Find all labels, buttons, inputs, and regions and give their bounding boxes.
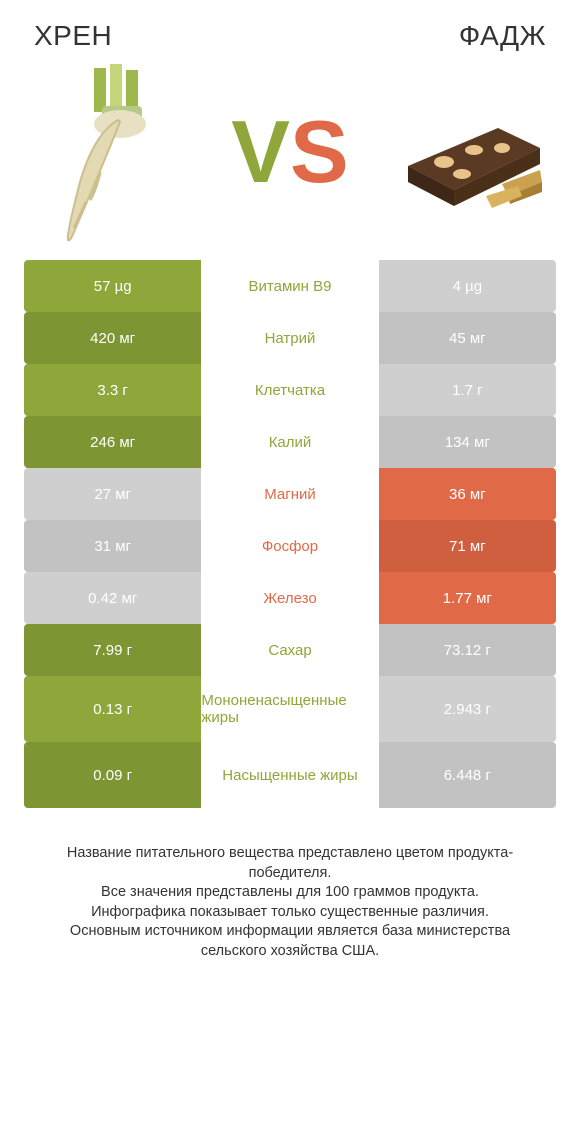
comparison-table: 57 µgВитамин B94 µg420 мгНатрий45 мг3.3 … (24, 260, 556, 808)
left-value: 3.3 г (24, 364, 201, 416)
right-value: 45 мг (379, 312, 556, 364)
table-row: 7.99 гСахар73.12 г (24, 624, 556, 676)
table-row: 246 мгКалий134 мг (24, 416, 556, 468)
nutrient-name: Фосфор (201, 520, 378, 572)
right-value: 71 мг (379, 520, 556, 572)
left-value: 31 мг (24, 520, 201, 572)
vs-s: S (290, 108, 349, 196)
table-row: 0.13 гМононенасыщенные жиры2.943 г (24, 676, 556, 742)
left-value: 0.09 г (24, 742, 201, 808)
fudge-image (390, 62, 550, 242)
nutrient-name: Натрий (201, 312, 378, 364)
right-value: 2.943 г (379, 676, 556, 742)
left-value: 246 мг (24, 416, 201, 468)
nutrient-name: Мононенасыщенные жиры (201, 676, 378, 742)
table-row: 27 мгМагний36 мг (24, 468, 556, 520)
footer-line: Название питательного вещества представл… (42, 844, 538, 883)
horseradish-image (30, 62, 190, 242)
table-row: 31 мгФосфор71 мг (24, 520, 556, 572)
footer-line: Все значения представлены для 100 граммо… (42, 883, 538, 903)
left-value: 7.99 г (24, 624, 201, 676)
vs-v: V (231, 108, 290, 196)
table-row: 0.42 мгЖелезо1.77 мг (24, 572, 556, 624)
nutrient-name: Клетчатка (201, 364, 378, 416)
nutrient-name: Витамин B9 (201, 260, 378, 312)
table-row: 420 мгНатрий45 мг (24, 312, 556, 364)
right-value: 73.12 г (379, 624, 556, 676)
left-value: 0.13 г (24, 676, 201, 742)
title-right: ФАДЖ (459, 20, 546, 52)
table-row: 57 µgВитамин B94 µg (24, 260, 556, 312)
nutrient-name: Железо (201, 572, 378, 624)
left-value: 27 мг (24, 468, 201, 520)
nutrient-name: Калий (201, 416, 378, 468)
nutrient-name: Насыщенные жиры (201, 742, 378, 808)
right-value: 6.448 г (379, 742, 556, 808)
right-value: 36 мг (379, 468, 556, 520)
nutrient-name: Магний (201, 468, 378, 520)
left-value: 57 µg (24, 260, 201, 312)
right-value: 1.7 г (379, 364, 556, 416)
footer-note: Название питательного вещества представл… (24, 808, 556, 961)
right-value: 134 мг (379, 416, 556, 468)
right-value: 4 µg (379, 260, 556, 312)
header-row: ХРЕН ФАДЖ (24, 20, 556, 58)
right-value: 1.77 мг (379, 572, 556, 624)
nutrient-name: Сахар (201, 624, 378, 676)
footer-line: Инфографика показывает только существенн… (42, 903, 538, 923)
footer-line: Основным источником информации является … (42, 922, 538, 961)
image-row: VS (24, 58, 556, 260)
table-row: 0.09 гНасыщенные жиры6.448 г (24, 742, 556, 808)
left-value: 0.42 мг (24, 572, 201, 624)
table-row: 3.3 гКлетчатка1.7 г (24, 364, 556, 416)
left-value: 420 мг (24, 312, 201, 364)
vs-label: VS (231, 108, 348, 196)
title-left: ХРЕН (34, 20, 112, 52)
